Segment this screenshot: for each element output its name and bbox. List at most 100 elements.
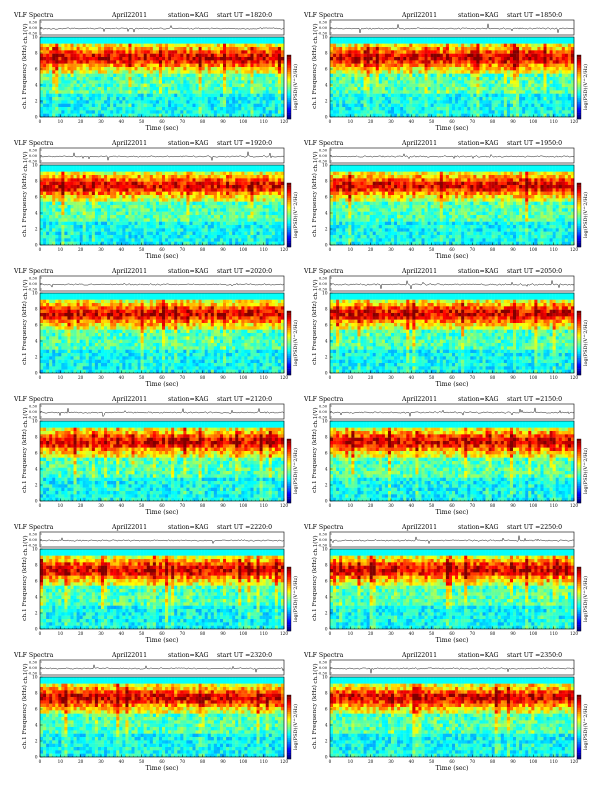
spectrogram-cell — [519, 84, 522, 88]
spectrogram-cell — [479, 77, 482, 81]
spectrogram-cell — [333, 57, 336, 61]
spectrogram-cell — [119, 205, 122, 209]
spectrogram-cell — [67, 60, 70, 64]
spectrogram-cell — [562, 70, 565, 74]
spectrogram-cell — [266, 84, 269, 88]
spectrogram-cell — [138, 205, 141, 209]
spectrogram-cell — [446, 70, 449, 74]
spectrogram-cell — [266, 97, 269, 101]
spectrogram-cell — [116, 222, 119, 226]
spectrogram-cell — [58, 228, 61, 232]
spectrogram-cell — [83, 54, 86, 58]
spectrogram-cell — [522, 50, 525, 54]
spectrogram-cell — [489, 67, 492, 71]
spectrogram-cell — [443, 90, 446, 94]
spectrogram-cell — [339, 80, 342, 84]
spectrogram-cell — [77, 165, 80, 169]
spectrogram-cell — [486, 47, 489, 51]
spectrogram-cell — [189, 77, 192, 81]
spectrogram-cell — [86, 70, 89, 74]
spectrogram-cell — [342, 47, 345, 51]
spectrogram-cell — [254, 40, 257, 44]
spectrogram-cell — [257, 87, 260, 91]
spectrogram-cell — [409, 70, 412, 74]
spectrogram-cell — [141, 165, 144, 169]
spectrogram-cell — [119, 100, 122, 104]
spectrogram-cell — [214, 114, 217, 118]
spectrogram-cell — [147, 37, 150, 41]
spectrogram-cell — [446, 107, 449, 111]
spectrogram-cell — [528, 107, 531, 111]
spectrogram-cell — [86, 67, 89, 71]
spectrogram-cell — [351, 50, 354, 54]
spectrogram-cell — [244, 90, 247, 94]
spectrogram-cell — [77, 242, 80, 246]
spectrogram-cell — [64, 222, 67, 226]
spectrogram-cell — [83, 77, 86, 81]
spectrogram-cell — [565, 87, 568, 91]
spectrogram-cell — [61, 172, 64, 176]
spectrogram-cell — [223, 90, 226, 94]
spectrogram-cell — [428, 74, 431, 78]
spectrogram-cell — [458, 100, 461, 104]
spectrogram-cell — [144, 37, 147, 41]
spectrogram-cell — [397, 40, 400, 44]
spectrogram-cell — [141, 232, 144, 236]
colorbar-step — [287, 83, 291, 85]
spectrogram-cell — [116, 178, 119, 182]
spectrogram-cell — [199, 57, 202, 61]
spectrogram-cell — [241, 80, 244, 84]
spectrogram-cell — [217, 44, 220, 48]
spectrogram-cell — [52, 198, 55, 202]
spectrogram-cell — [171, 57, 174, 61]
spectrogram-cell — [40, 225, 43, 229]
spectrogram-cell — [550, 57, 553, 61]
spectrogram-cell — [55, 94, 58, 98]
spectrogram-cell — [519, 50, 522, 54]
spectrogram-cell — [241, 77, 244, 81]
spectrogram-cell — [98, 168, 101, 172]
spectrogram-cell — [483, 107, 486, 111]
spectrogram-cell — [144, 54, 147, 58]
spectrogram-cell — [89, 60, 92, 64]
spectrogram-cell — [199, 64, 202, 68]
spectrogram-cell — [46, 188, 49, 192]
spectrogram-cell — [504, 74, 507, 78]
spectrogram-cell — [397, 74, 400, 78]
spectrogram-cell — [540, 37, 543, 41]
spectrogram-cell — [95, 185, 98, 189]
spectrogram-cell — [232, 50, 235, 54]
spectrogram-cell — [507, 100, 510, 104]
spectrogram-cell — [80, 74, 83, 78]
spectrogram-cell — [446, 57, 449, 61]
spectrogram-cell — [199, 60, 202, 64]
spectrogram-cell — [354, 44, 357, 48]
spectrogram-cell — [186, 70, 189, 74]
spectrogram-cell — [110, 192, 113, 196]
spectrogram-cell — [385, 64, 388, 68]
spectrogram-cell — [394, 94, 397, 98]
spectrogram-cell — [425, 67, 428, 71]
spectrogram-cell — [138, 100, 141, 104]
spectrogram-cell — [486, 107, 489, 111]
spectrogram-cell — [250, 40, 253, 44]
spectrogram-cell — [58, 70, 61, 74]
spectrogram-cell — [422, 97, 425, 101]
spectrogram-cell — [229, 80, 232, 84]
spectrogram-cell — [397, 84, 400, 88]
spectrogram-cell — [525, 40, 528, 44]
spectrogram-cell — [189, 40, 192, 44]
spectrogram-cell — [428, 84, 431, 88]
spectrogram-cell — [476, 94, 479, 98]
spectrogram-cell — [174, 74, 177, 78]
spectrogram-cell — [196, 60, 199, 64]
spectrogram-cell — [464, 47, 467, 51]
spectrogram-cell — [83, 110, 86, 114]
spectrogram-cell — [104, 188, 107, 192]
spectrogram-cell — [71, 50, 74, 54]
spectrogram-cell — [244, 104, 247, 108]
spectrogram-cell — [165, 107, 168, 111]
spectrogram-cell — [507, 64, 510, 68]
spectrogram-cell — [77, 168, 80, 172]
spectrogram-cell — [266, 74, 269, 78]
